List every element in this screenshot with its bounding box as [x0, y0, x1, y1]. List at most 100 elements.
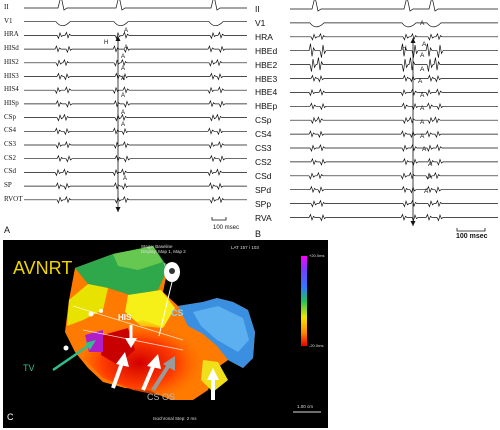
- panel-c-activation-map: AVNRT Stage: Baseline Display: Map 1, Ma…: [3, 240, 328, 428]
- map-header-lat: LAT 157 / 103: [231, 245, 259, 250]
- trace-cs2: [290, 157, 498, 166]
- trace-hisd: [24, 45, 247, 54]
- timing-marker-arrow-top: [115, 36, 121, 41]
- trace-csd: [24, 168, 247, 177]
- scale-top-label: +20.0ms: [309, 253, 325, 258]
- trace-hbe3: [290, 74, 498, 83]
- channel-label-hbed: HBEd: [255, 45, 278, 56]
- timing-marker-arrow-top: [410, 38, 416, 43]
- trace-spd: [290, 185, 498, 194]
- trace-hisp: [24, 99, 247, 108]
- atrial-marker: A: [420, 119, 425, 126]
- channel-label-hisp: HISp: [4, 98, 19, 107]
- atrial-marker: A: [424, 188, 429, 195]
- map-header-display: Display: Map 1, Map 2: [141, 249, 186, 254]
- channel-label-rvot: RVOT: [4, 194, 23, 203]
- activation-map-graphic: [52, 246, 321, 413]
- panel-b-scale-label: 100 msec: [456, 233, 488, 240]
- channel-label-sp: SP: [4, 181, 12, 190]
- trace-csd: [290, 171, 498, 180]
- trace-cs3: [24, 141, 247, 149]
- atrial-marker: A: [121, 76, 125, 82]
- cs-label: CS: [171, 308, 184, 318]
- trace-rvot: [24, 195, 247, 204]
- channel-label-cs2: CS2: [255, 156, 272, 167]
- trace-rva: [290, 213, 498, 222]
- atrial-marker: A: [420, 20, 425, 27]
- channel-label-cs3: CS3: [255, 143, 272, 153]
- trace-hra: [24, 31, 247, 40]
- atrial-marker: A: [418, 78, 423, 85]
- trace-spp: [290, 199, 498, 208]
- trace-cs3: [290, 144, 498, 152]
- channel-label-ii: II: [255, 4, 260, 14]
- trace-csp: [290, 116, 498, 125]
- trace-v1: [290, 22, 498, 28]
- channel-label-hbe4: HBE4: [255, 87, 278, 98]
- trace-his3: [24, 72, 247, 81]
- atrial-marker: A: [124, 45, 128, 51]
- time-scale-bar: [456, 228, 486, 232]
- channel-label-v1: V1: [4, 16, 13, 25]
- his-marker: H: [402, 45, 407, 52]
- trace-cs4: [290, 130, 498, 139]
- timing-marker-arrow-bottom: [410, 221, 416, 226]
- trace-ii: [290, 0, 498, 12]
- his-label: HIS: [118, 313, 132, 322]
- map-header-stage: Stage: Baseline: [141, 244, 173, 249]
- atrial-marker: A: [422, 146, 427, 153]
- footer-scale: 1.00 cm: [297, 404, 314, 409]
- trace-hbed: [290, 43, 498, 58]
- atrial-marker: A: [420, 92, 425, 99]
- atrial-marker: A: [422, 41, 427, 48]
- channel-label-csp: CSp: [4, 112, 17, 121]
- atrial-marker: A: [121, 93, 125, 99]
- panel-b-letter: B: [255, 229, 262, 239]
- trace-cs4: [24, 127, 247, 136]
- channel-label-cs4: CS4: [4, 126, 17, 135]
- trace-sp: [24, 182, 247, 191]
- trace-cs2: [24, 154, 247, 163]
- atrial-marker: A: [124, 28, 128, 34]
- atrial-marker: A: [123, 176, 127, 182]
- time-scale-bar: [211, 217, 227, 221]
- map-title: AVNRT: [13, 258, 73, 278]
- channel-label-csd: CSd: [255, 170, 272, 181]
- channel-label-his4: HIS4: [4, 85, 19, 94]
- timing-marker-arrow-bottom: [115, 207, 121, 212]
- channel-label-v1: V1: [255, 17, 266, 28]
- channel-label-ii: II: [4, 3, 9, 11]
- panel-a-scale-label: 100 msec: [213, 225, 240, 231]
- color-scale-bar: [301, 256, 307, 346]
- channel-label-hbe3: HBE3: [255, 73, 278, 84]
- trace-csp: [24, 113, 247, 122]
- channel-label-cs4: CS4: [255, 129, 272, 140]
- channel-label-his3: HIS3: [4, 71, 19, 80]
- atrial-marker: A: [121, 110, 125, 116]
- channel-label-rva: RVA: [255, 212, 272, 223]
- atrial-marker: A: [428, 161, 433, 168]
- channel-label-csp: CSp: [255, 115, 272, 126]
- trace-his2: [24, 58, 247, 67]
- atrial-marker: A: [428, 174, 433, 181]
- cs-os-label: CS OS: [147, 392, 176, 402]
- channel-label-cs3: CS3: [4, 140, 17, 148]
- channel-label-his2: HIS2: [4, 57, 19, 66]
- trace-hbe4: [290, 88, 498, 97]
- panel-c-letter: C: [7, 412, 14, 422]
- atrial-marker: A: [420, 52, 425, 59]
- trace-v1: [24, 21, 247, 27]
- channel-label-hbep: HBEp: [255, 101, 278, 112]
- scale-bottom-label: -20.0ms: [309, 343, 324, 348]
- atrial-marker: A: [420, 105, 425, 112]
- trace-hbep: [290, 102, 498, 111]
- tv-small-label: TV: [163, 262, 169, 267]
- tv-label: TV: [23, 363, 35, 373]
- atrial-marker: A: [121, 66, 125, 72]
- channel-label-csd: CSd: [4, 167, 17, 176]
- trace-ii: [24, 0, 247, 11]
